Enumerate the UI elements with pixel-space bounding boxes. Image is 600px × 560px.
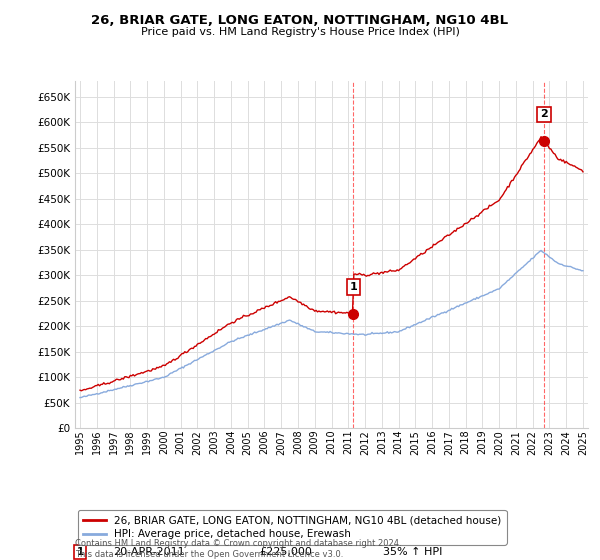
Text: 1: 1	[77, 547, 84, 557]
Text: 35% ↑ HPI: 35% ↑ HPI	[383, 547, 442, 557]
Legend: 26, BRIAR GATE, LONG EATON, NOTTINGHAM, NG10 4BL (detached house), HPI: Average : 26, BRIAR GATE, LONG EATON, NOTTINGHAM, …	[77, 510, 506, 544]
Text: Price paid vs. HM Land Registry's House Price Index (HPI): Price paid vs. HM Land Registry's House …	[140, 27, 460, 37]
Text: 2: 2	[540, 110, 548, 119]
Text: Contains HM Land Registry data © Crown copyright and database right 2024.
This d: Contains HM Land Registry data © Crown c…	[75, 539, 401, 559]
Text: £225,000: £225,000	[260, 547, 313, 557]
Text: 20-APR-2011: 20-APR-2011	[113, 547, 185, 557]
Text: 26, BRIAR GATE, LONG EATON, NOTTINGHAM, NG10 4BL: 26, BRIAR GATE, LONG EATON, NOTTINGHAM, …	[91, 14, 509, 27]
Text: 1: 1	[349, 282, 357, 292]
